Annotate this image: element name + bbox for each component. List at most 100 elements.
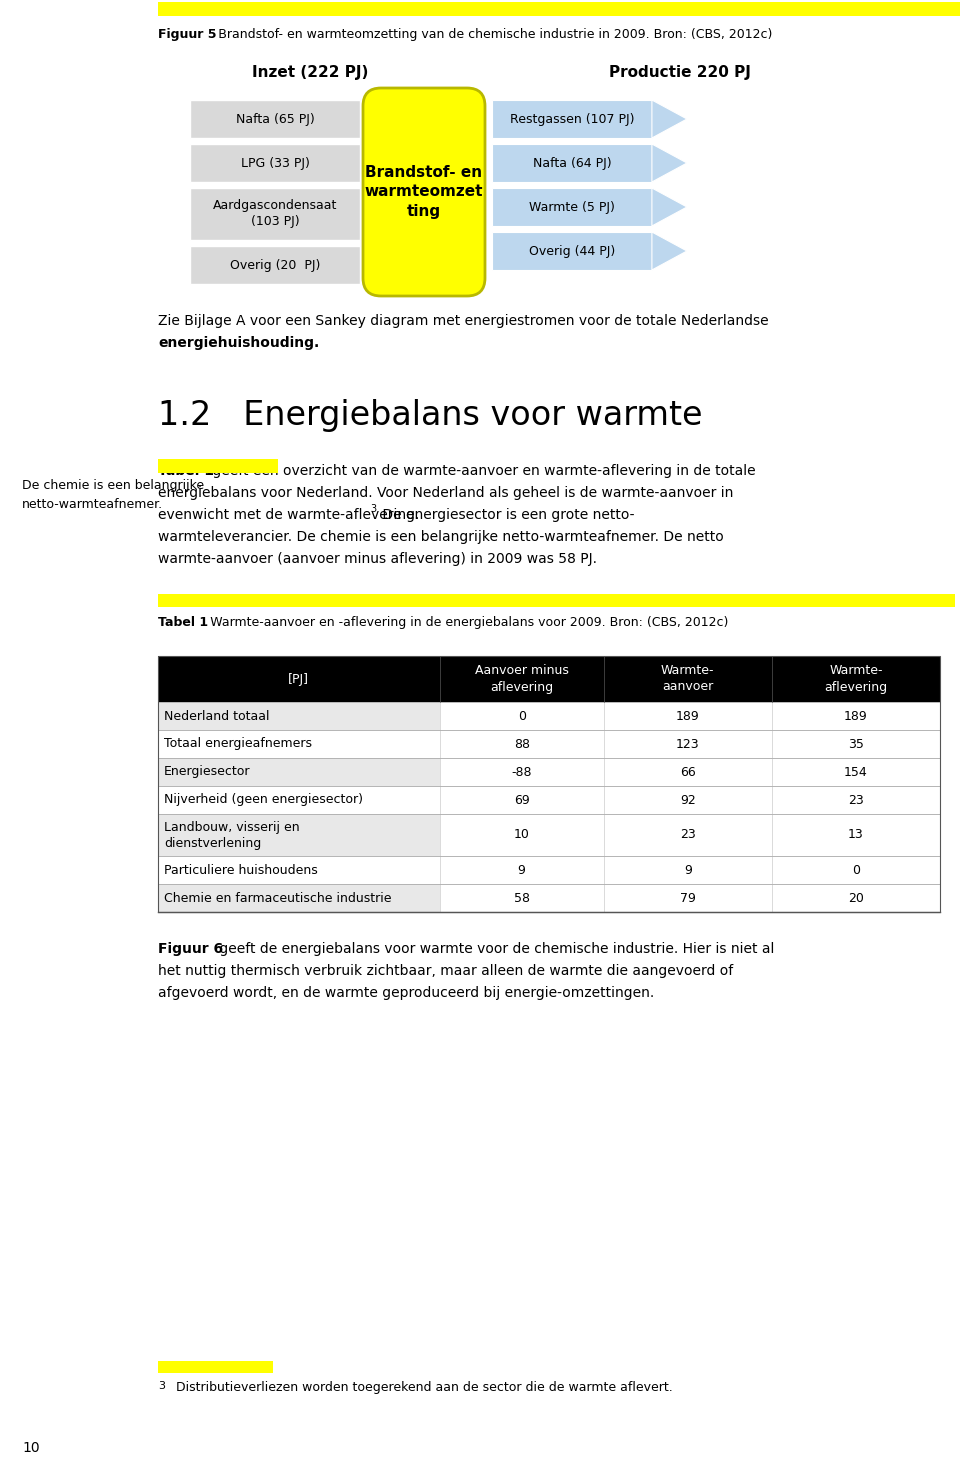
Text: Energiesector: Energiesector <box>164 766 251 778</box>
Text: 79: 79 <box>680 892 696 905</box>
Bar <box>492 187 652 226</box>
Text: Overig (20  PJ): Overig (20 PJ) <box>229 258 321 272</box>
Text: Aardgascondensaat
(103 PJ): Aardgascondensaat (103 PJ) <box>213 199 337 229</box>
Text: Figuur 5: Figuur 5 <box>158 28 217 41</box>
Bar <box>604 884 772 912</box>
Text: 9: 9 <box>684 863 692 877</box>
Bar <box>772 884 940 912</box>
Bar <box>440 759 604 787</box>
Bar <box>604 856 772 884</box>
Bar <box>604 759 772 787</box>
Bar <box>772 813 940 856</box>
Text: 3: 3 <box>370 503 376 514</box>
Text: Tabel 1: Tabel 1 <box>158 615 208 629</box>
Bar <box>492 145 652 182</box>
Text: 23: 23 <box>680 828 696 841</box>
Text: [PJ]: [PJ] <box>288 673 309 685</box>
Polygon shape <box>652 145 687 182</box>
Text: 23: 23 <box>848 794 864 806</box>
Text: 0: 0 <box>517 710 526 722</box>
Text: Aanvoer minus
aflevering: Aanvoer minus aflevering <box>474 664 568 694</box>
Text: : Warmte-aanvoer en -aflevering in de energiebalans voor 2009. Bron: (CBS, 2012c: : Warmte-aanvoer en -aflevering in de en… <box>202 615 729 629</box>
Text: 0: 0 <box>852 863 860 877</box>
Text: Tabel 1: Tabel 1 <box>158 463 214 478</box>
Text: 69: 69 <box>514 794 530 806</box>
Text: LPG (33 PJ): LPG (33 PJ) <box>241 156 309 170</box>
Bar <box>772 759 940 787</box>
Bar <box>772 731 940 759</box>
Text: Inzet (222 PJ): Inzet (222 PJ) <box>252 65 369 80</box>
Bar <box>158 813 440 856</box>
Polygon shape <box>652 232 687 270</box>
Text: Totaal energieafnemers: Totaal energieafnemers <box>164 738 312 750</box>
Text: Particuliere huishoudens: Particuliere huishoudens <box>164 863 318 877</box>
Text: geeft een overzicht van de warmte-aanvoer en warmte-aflevering in de totale: geeft een overzicht van de warmte-aanvoe… <box>208 463 756 478</box>
Bar <box>440 884 604 912</box>
Polygon shape <box>652 100 687 137</box>
Bar <box>772 856 940 884</box>
Text: Chemie en farmaceutische industrie: Chemie en farmaceutische industrie <box>164 892 392 905</box>
Text: Brandstof- en
warmteomzet
ting: Brandstof- en warmteomzet ting <box>365 165 483 220</box>
Text: Restgassen (107 PJ): Restgassen (107 PJ) <box>510 112 635 125</box>
Text: Nafta (65 PJ): Nafta (65 PJ) <box>235 112 314 125</box>
Bar <box>158 884 440 912</box>
Text: Nijverheid (geen energiesector): Nijverheid (geen energiesector) <box>164 794 363 806</box>
Bar <box>158 731 440 759</box>
Bar <box>158 593 955 607</box>
Text: energiehuishouding.: energiehuishouding. <box>158 337 320 350</box>
Bar <box>440 731 604 759</box>
Bar <box>158 459 278 472</box>
Text: 123: 123 <box>676 738 700 750</box>
FancyBboxPatch shape <box>363 89 485 297</box>
Polygon shape <box>652 187 687 226</box>
Text: warmteleverancier. De chemie is een belangrijke netto-warmteafnemer. De netto: warmteleverancier. De chemie is een bela… <box>158 530 724 545</box>
Bar <box>190 100 360 137</box>
Bar <box>604 813 772 856</box>
Text: De chemie is een belangrijke
netto-warmteafnemer.: De chemie is een belangrijke netto-warmt… <box>22 480 204 511</box>
Text: Warmte-
aanvoer: Warmte- aanvoer <box>661 664 714 694</box>
Bar <box>440 813 604 856</box>
Text: De energiesector is een grote netto-: De energiesector is een grote netto- <box>378 508 635 523</box>
Bar <box>158 1361 273 1373</box>
Text: 9: 9 <box>517 863 525 877</box>
Bar <box>492 232 652 270</box>
Text: 10: 10 <box>22 1441 39 1455</box>
Text: Overig (44 PJ): Overig (44 PJ) <box>529 245 615 257</box>
Bar <box>158 655 940 912</box>
Bar <box>158 1 960 16</box>
Bar <box>772 703 940 731</box>
Text: 88: 88 <box>514 738 530 750</box>
Bar <box>492 100 652 137</box>
Bar <box>158 703 440 731</box>
Text: Landbouw, visserij en
dienstverlening: Landbouw, visserij en dienstverlening <box>164 821 300 850</box>
Text: Warmte (5 PJ): Warmte (5 PJ) <box>529 201 615 214</box>
Text: Nafta (64 PJ): Nafta (64 PJ) <box>533 156 612 170</box>
Text: Distributieverliezen worden toegerekend aan de sector die de warmte aflevert.: Distributieverliezen worden toegerekend … <box>176 1382 673 1393</box>
Text: geeft de energiebalans voor warmte voor de chemische industrie. Hier is niet al: geeft de energiebalans voor warmte voor … <box>215 942 775 956</box>
Text: 13: 13 <box>848 828 864 841</box>
Text: energiebalans voor Nederland. Voor Nederland als geheel is de warmte-aanvoer in: energiebalans voor Nederland. Voor Neder… <box>158 486 733 500</box>
Text: 20: 20 <box>848 892 864 905</box>
Bar <box>158 787 440 813</box>
Bar <box>190 145 360 182</box>
Text: Zie Bijlage A voor een Sankey diagram met energiestromen voor de totale Nederlan: Zie Bijlage A voor een Sankey diagram me… <box>158 314 769 328</box>
Text: 10: 10 <box>514 828 530 841</box>
Text: 66: 66 <box>680 766 696 778</box>
Bar <box>440 856 604 884</box>
Bar <box>158 759 440 787</box>
Bar <box>772 787 940 813</box>
Bar <box>158 655 940 703</box>
Text: Figuur 6: Figuur 6 <box>158 942 223 956</box>
Bar <box>604 787 772 813</box>
Text: Productie 220 PJ: Productie 220 PJ <box>609 65 751 80</box>
Text: : Brandstof- en warmteomzetting van de chemische industrie in 2009. Bron: (CBS, : : Brandstof- en warmteomzetting van de c… <box>210 28 773 41</box>
Text: 92: 92 <box>680 794 696 806</box>
Text: het nuttig thermisch verbruik zichtbaar, maar alleen de warmte die aangevoerd of: het nuttig thermisch verbruik zichtbaar,… <box>158 964 733 979</box>
Bar <box>190 246 360 283</box>
Text: 1.2   Energiebalans voor warmte: 1.2 Energiebalans voor warmte <box>158 399 703 432</box>
Bar <box>440 787 604 813</box>
Bar <box>604 703 772 731</box>
Text: 154: 154 <box>844 766 868 778</box>
Text: Nederland totaal: Nederland totaal <box>164 710 270 722</box>
Bar <box>190 187 360 241</box>
